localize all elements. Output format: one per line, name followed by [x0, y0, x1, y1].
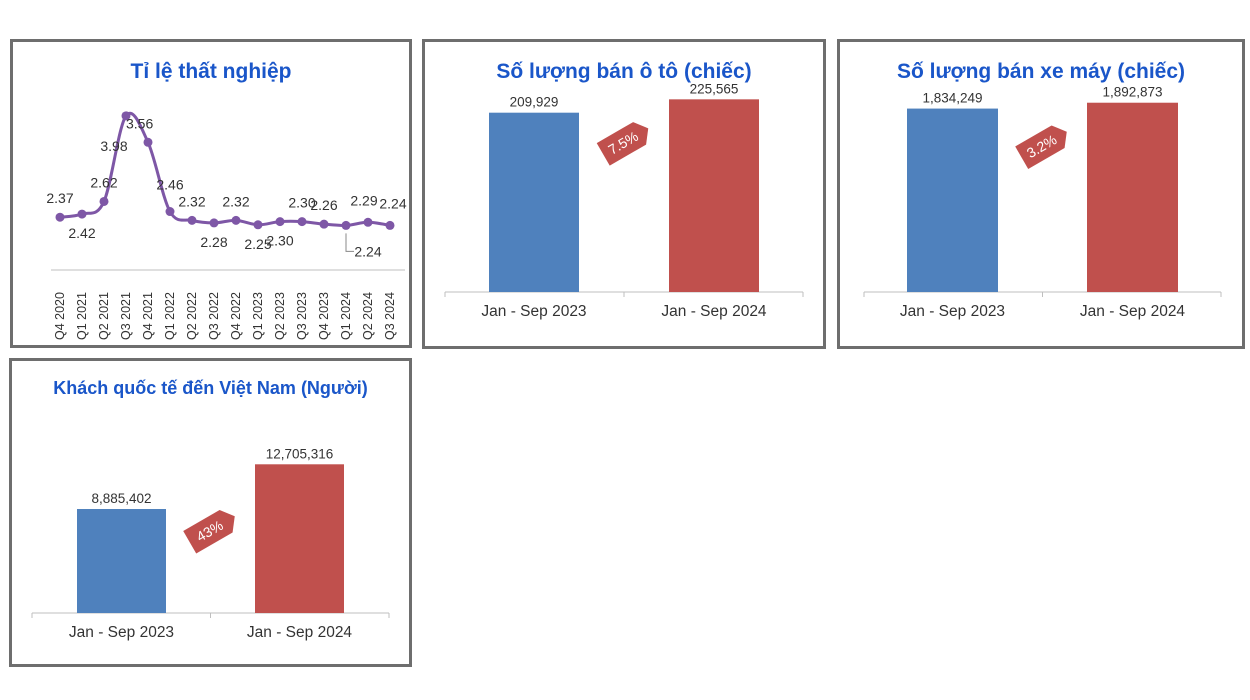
x-tick-label: Q1 2023	[251, 292, 265, 340]
data-point	[275, 217, 285, 227]
data-point	[231, 215, 241, 225]
x-tick-label: Q3 2021	[119, 292, 133, 340]
unemployment-line-chart: 2.372.422.623.983.562.462.322.282.322.25…	[46, 111, 407, 340]
data-label: 2.29	[350, 192, 377, 208]
data-point	[319, 219, 329, 229]
motorbike-sales-panel: Số lượng bán xe máy (chiếc) 1,834,249 Jan…	[837, 39, 1245, 349]
data-label: 12,705,316	[266, 446, 334, 461]
x-tick-label: Q2 2021	[97, 292, 111, 340]
leader-line	[345, 233, 354, 252]
data-label: 1,892,873	[1102, 85, 1162, 100]
chart-title: Số lượng bán xe máy (chiếc)	[896, 60, 1186, 83]
growth-tag-shape	[596, 122, 649, 166]
x-tick-label: Jan - Sep 2023	[481, 303, 586, 320]
x-tick-label: Q3 2024	[383, 292, 397, 340]
data-label: 2.42	[68, 225, 95, 241]
data-point	[121, 111, 131, 121]
x-tick-label: Q2 2023	[273, 292, 287, 340]
growth-tag: 7.5%	[596, 122, 649, 166]
data-point	[143, 137, 153, 147]
data-label: 1,834,249	[922, 91, 982, 106]
series-line	[59, 112, 391, 227]
data-label: 2.37	[46, 190, 73, 206]
x-tick-label: Q3 2023	[295, 292, 309, 340]
data-point	[77, 209, 87, 219]
bar	[907, 108, 998, 292]
data-label: 8,885,402	[91, 491, 151, 506]
bar	[255, 464, 344, 613]
chart-title: Khách quốc tế đến Việt Nam (Người)	[53, 378, 368, 398]
data-label: 3.98	[100, 138, 127, 154]
data-label: 2.32	[222, 193, 249, 209]
data-point	[209, 218, 219, 228]
data-label: 2.24	[354, 243, 381, 259]
data-point	[385, 220, 395, 230]
data-point	[363, 217, 373, 227]
x-tick-label: Q4 2022	[229, 292, 243, 340]
growth-tag: 43%	[183, 510, 235, 554]
chart-title: Số lượng bán ô tô (chiếc)	[496, 60, 752, 83]
x-tick-label: Q4 2020	[53, 292, 67, 340]
x-tick-label: Jan - Sep 2024	[1080, 303, 1186, 320]
x-tick-label: Jan - Sep 2023	[69, 624, 174, 641]
data-point	[297, 217, 307, 227]
data-point	[341, 220, 351, 230]
data-label: 2.26	[310, 197, 337, 213]
data-point	[55, 212, 65, 222]
growth-tag: 3.2%	[1015, 125, 1067, 169]
visitors-bar-chart: 8,885,402 Jan - Sep 2023 12,705,316 Jan - S…	[31, 446, 390, 641]
data-label: 3.56	[126, 115, 153, 131]
car-sales-bar-chart: 209,929 Jan - Sep 2023 225,565 Jan - Sep 20…	[444, 81, 804, 320]
data-label: 2.28	[200, 234, 227, 250]
x-tick-label: Q2 2022	[185, 292, 199, 340]
bar	[1087, 102, 1178, 292]
data-label: 2.32	[178, 193, 205, 209]
data-point	[165, 207, 175, 217]
x-tick-label: Q3 2022	[207, 292, 221, 340]
chart-title: Tỉ lệ thất nghiệp	[130, 60, 292, 83]
data-label: 2.30	[266, 233, 293, 249]
data-point	[253, 220, 263, 230]
x-tick-label: Q4 2023	[317, 292, 331, 340]
bar	[669, 99, 759, 292]
x-tick-label: Q2 2024	[361, 292, 375, 340]
data-label: 2.62	[90, 174, 117, 190]
data-point	[99, 196, 109, 206]
motorbike-sales-bar-chart: 1,834,249 Jan - Sep 2023 1,892,873 Jan - Se…	[863, 85, 1222, 320]
data-label: 2.46	[156, 177, 183, 193]
data-point	[187, 215, 197, 225]
bar	[489, 112, 579, 293]
x-tick-label: Q1 2024	[339, 292, 353, 340]
car-sales-panel: Số lượng bán ô tô (chiếc) 209,929 Jan - S…	[422, 39, 826, 349]
data-label: 225,565	[690, 81, 739, 96]
x-tick-label: Jan - Sep 2024	[661, 303, 767, 320]
growth-tag-shape	[1015, 125, 1067, 169]
data-label: 2.24	[379, 195, 406, 211]
data-label: 2.25	[244, 236, 271, 252]
x-tick-label: Q1 2022	[163, 292, 177, 340]
x-tick-label: Q4 2021	[141, 292, 155, 340]
visitors-panel: Khách quốc tế đến Việt Nam (Người) 8,885…	[9, 358, 412, 667]
data-label: 2.30	[288, 195, 315, 211]
growth-tag-shape	[183, 510, 235, 554]
bar	[77, 509, 166, 613]
x-tick-label: Q1 2021	[75, 292, 89, 340]
data-label: 209,929	[510, 95, 559, 110]
x-tick-label: Jan - Sep 2024	[247, 624, 353, 641]
unemployment-panel: Tỉ lệ thất nghiệp 2.37 2.42 2.62 3.98 3.56 2.…	[10, 39, 412, 348]
x-tick-label: Jan - Sep 2023	[900, 303, 1005, 320]
